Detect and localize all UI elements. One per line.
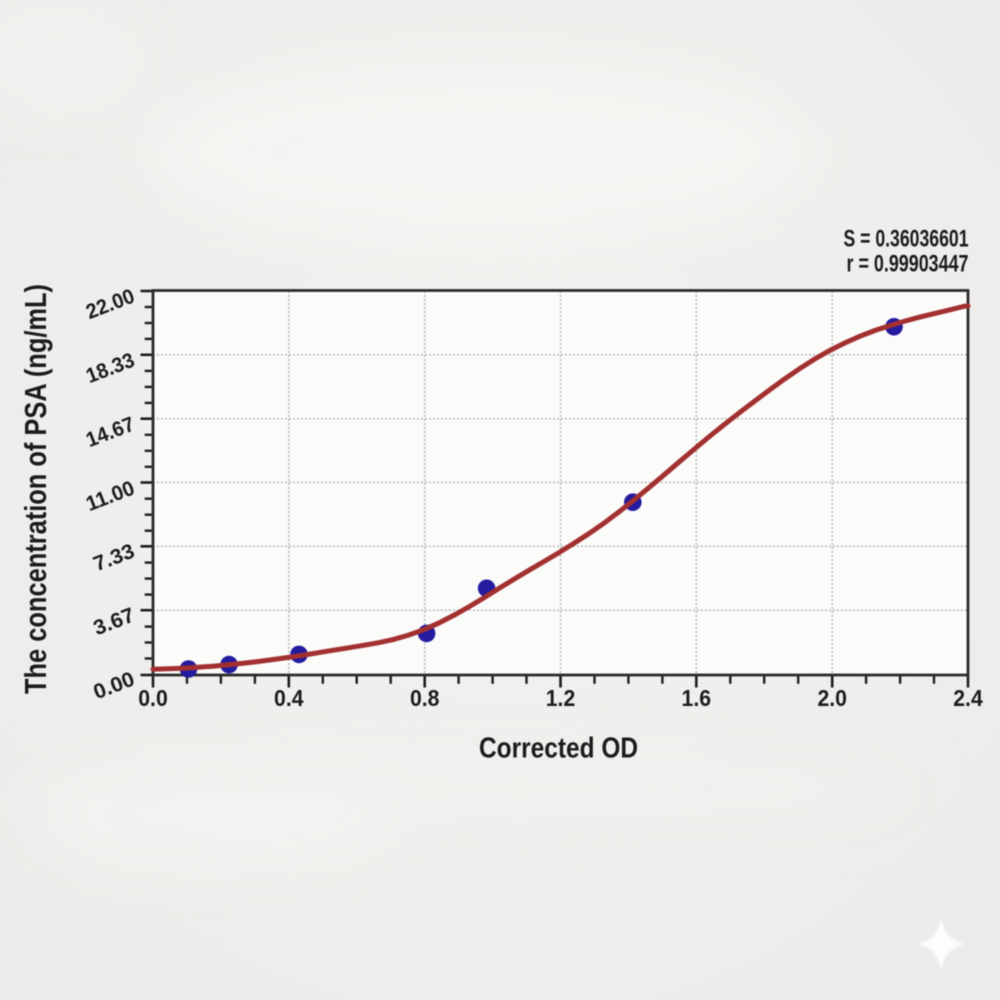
svg-text:0.4: 0.4 [274,685,304,711]
svg-text:The concentration of PSA (ng/m: The concentration of PSA (ng/mL) [18,284,53,694]
svg-text:0.0: 0.0 [138,685,168,711]
svg-text:Corrected OD: Corrected OD [479,733,638,765]
svg-text:2.4: 2.4 [953,685,983,711]
svg-text:0.8: 0.8 [410,685,440,711]
svg-text:2.0: 2.0 [817,685,847,711]
svg-text:1.2: 1.2 [546,685,576,711]
svg-text:r = 0.99903447: r = 0.99903447 [847,251,969,278]
svg-text:1.6: 1.6 [682,685,712,711]
svg-text:S = 0.36036601: S = 0.36036601 [844,226,969,253]
